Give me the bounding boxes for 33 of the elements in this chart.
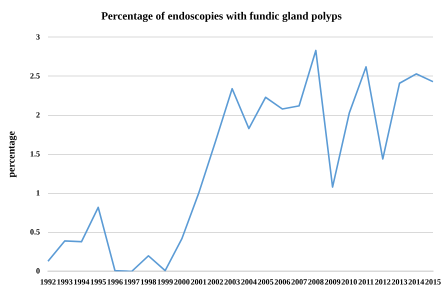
x-tick-label: 2004	[240, 277, 257, 286]
x-tick-label: 2007	[291, 277, 308, 286]
x-tick-label: 1993	[56, 277, 73, 286]
x-tick-label: 2013	[392, 277, 408, 286]
x-tick-label: 1992	[40, 277, 56, 286]
x-tick-label: 1996	[106, 277, 123, 286]
x-tick-label: 2008	[308, 277, 324, 286]
y-tick-label: 1.5	[30, 149, 40, 158]
y-tick-label: 0.5	[30, 227, 40, 236]
y-tick-label: 0	[36, 266, 40, 276]
x-tick-label: 2011	[358, 277, 374, 286]
x-tick-label: 1998	[140, 277, 156, 286]
x-tick-label: 2000	[174, 277, 190, 286]
x-tick-label: 2009	[324, 277, 341, 286]
chart-title: Percentage of endoscopies with fundic gland polyps	[101, 10, 343, 22]
x-tick-label: 2005	[258, 277, 274, 286]
x-tick-label: 2002	[207, 277, 224, 286]
y-tick-label: 1	[36, 188, 40, 198]
x-tick-label: 2001	[190, 277, 207, 286]
x-tick-label: 1999	[157, 277, 174, 286]
x-tick-label: 1995	[90, 277, 106, 286]
y-tick-label: 2.5	[30, 71, 40, 80]
x-tick-label: 1994	[73, 277, 90, 286]
x-tick-label: 2006	[274, 277, 290, 286]
y-tick-label: 2	[36, 110, 40, 120]
y-tick-label: 3	[36, 32, 40, 42]
x-tick-label: 2014	[408, 277, 424, 286]
y-axis-title: percentage	[6, 130, 18, 178]
x-tick-label: 2003	[224, 277, 240, 286]
x-tick-label: 2015	[425, 277, 441, 286]
x-tick-label: 2010	[341, 277, 358, 286]
x-tick-label: 2012	[374, 277, 391, 286]
x-tick-label: 1997	[124, 277, 140, 286]
